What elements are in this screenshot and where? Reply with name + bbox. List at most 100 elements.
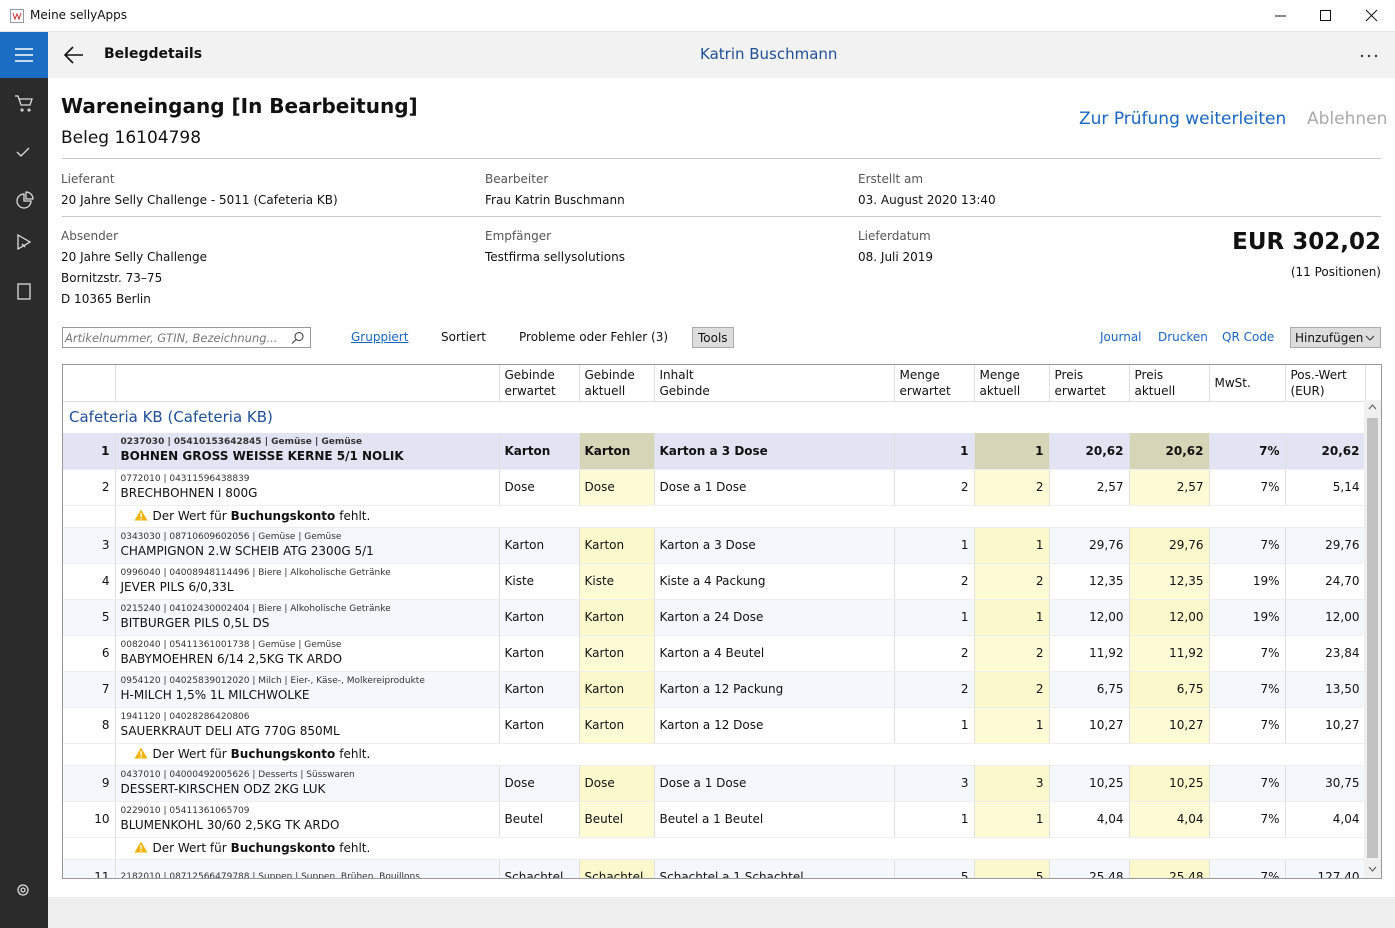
settings-center (21, 888, 25, 892)
field-value: 08. Juli 2019 (858, 250, 933, 264)
item-cell: Beutel a 1 Beutel (654, 801, 894, 837)
header-cell (63, 365, 115, 401)
item-cell: 20,62 (1129, 433, 1209, 469)
row-number: 6 (63, 635, 115, 671)
header-cell: Mengeaktuell (974, 365, 1049, 401)
qr-link[interactable]: QR Code (1222, 330, 1274, 344)
header-text: (EUR) (1291, 383, 1360, 399)
item-cell: Dose (499, 469, 579, 505)
item-cell: 29,76 (1285, 527, 1365, 563)
reject-button[interactable]: Ablehnen (1307, 109, 1387, 129)
item-cell: 2,57 (1129, 469, 1209, 505)
check-icon[interactable] (17, 148, 29, 156)
item-cell: 7% (1209, 469, 1285, 505)
close-button[interactable] (1366, 10, 1377, 21)
item-cell: 19% (1209, 563, 1285, 599)
article-name: BABYMOEHREN 6/14 2,5KG TK ARDO (121, 651, 494, 667)
item-cell: 19% (1209, 599, 1285, 635)
problems-tab[interactable]: Probleme oder Fehler (3) (519, 330, 668, 344)
header-cell: Preiserwartet (1049, 365, 1129, 401)
journal-link[interactable]: Journal (1100, 330, 1142, 344)
item-cell: Beutel (579, 801, 654, 837)
scroll-down[interactable] (1368, 866, 1377, 872)
row-number: 7 (63, 671, 115, 707)
maximize-button[interactable] (1321, 11, 1331, 21)
item-cell: Schachtel (499, 859, 579, 879)
add-dropdown[interactable]: Hinzufügen (1290, 327, 1381, 348)
warning-text: fehlt. (339, 747, 370, 761)
page-title: Belegdetails (104, 46, 202, 62)
divider (62, 216, 1381, 217)
item-cell: Beutel (499, 801, 579, 837)
item-cell: 6,75 (1129, 671, 1209, 707)
header-text: Menge (900, 367, 969, 383)
article-cell: 0215240 | 04102430002404 | Biere | Alkoh… (115, 599, 499, 635)
scroll-up[interactable] (1368, 404, 1377, 410)
field-label: Erstellt am (858, 172, 923, 186)
more-button[interactable] (1360, 52, 1380, 60)
scroll-thumb[interactable] (1367, 418, 1378, 858)
item-cell: 11,92 (1049, 635, 1129, 671)
item-row: 90437010 | 04000492005626 | Desserts | S… (63, 765, 1365, 801)
item-row: 10237030 | 05410153642845 | Gemüse | Gem… (63, 433, 1365, 469)
article-meta: 2182010 | 08712566479788 | Suppen | Supp… (121, 872, 494, 880)
chart-icon[interactable] (17, 192, 33, 208)
tools-button[interactable]: Tools (692, 327, 734, 348)
item-cell: 2 (974, 635, 1049, 671)
item-row: 20772010 | 04311596438839BRECHBOHNEN I 8… (63, 469, 1365, 505)
article-name: BITBURGER PILS 0,5L DS (121, 615, 494, 631)
article-meta: 0954120 | 04025839012020 | Milch | Eier-… (121, 676, 494, 687)
settings-icon[interactable] (18, 885, 28, 895)
item-cell: Karton a 12 Packung (654, 671, 894, 707)
item-cell: 1 (974, 707, 1049, 743)
item-cell: 12,35 (1129, 563, 1209, 599)
article-cell: 0082040 | 05411361001738 | Gemüse | Gemü… (115, 635, 499, 671)
warning-text: fehlt. (339, 841, 370, 855)
group-tab[interactable]: Gruppiert (351, 330, 408, 344)
warning-spacer (63, 837, 115, 859)
article-cell: 0996040 | 04008948114496 | Biere | Alkoh… (115, 563, 499, 599)
sort-tab[interactable]: Sortiert (441, 330, 486, 344)
item-cell: 23,84 (1285, 635, 1365, 671)
article-meta: 0437010 | 04000492005626 | Desserts | Sü… (121, 770, 494, 781)
item-cell: 29,76 (1049, 527, 1129, 563)
send-icon[interactable] (18, 235, 30, 249)
cart-icon[interactable] (15, 96, 32, 111)
article-name: CHAMPIGNON 2.W SCHEIB ATG 2300G 5/1 (121, 543, 494, 559)
warning-text: Der Wert für (153, 747, 227, 761)
item-cell: 1 (974, 801, 1049, 837)
print-link[interactable]: Drucken (1158, 330, 1208, 344)
warning-row: Der Wert fürBuchungskontofehlt. (63, 505, 1365, 527)
item-cell: 12,35 (1049, 563, 1129, 599)
field-value: Bornitzstr. 73–75 (61, 271, 162, 285)
header-text: Gebinde (585, 367, 649, 383)
book-icon[interactable] (18, 284, 30, 299)
field-value: 20 Jahre Selly Challenge (61, 250, 207, 264)
header-text: erwartet (505, 383, 574, 399)
warning-text: Der Wert für (153, 509, 227, 523)
search-box[interactable]: Artikelnummer, GTIN, Bezeichnung... (62, 327, 311, 348)
row-number: 10 (63, 801, 115, 837)
warning-icon (134, 747, 148, 759)
item-cell: Dose (499, 765, 579, 801)
header-text: Gebinde (505, 367, 574, 383)
forward-button[interactable]: Zur Prüfung weiterleiten (1079, 109, 1286, 129)
item-cell: 11,92 (1129, 635, 1209, 671)
item-row: 40996040 | 04008948114496 | Biere | Alko… (63, 563, 1365, 599)
header-text: Menge (980, 367, 1044, 383)
article-meta: 0996040 | 04008948114496 | Biere | Alkoh… (121, 568, 494, 579)
total-amount: EUR 302,02 (1232, 229, 1381, 255)
back-button[interactable] (62, 44, 86, 66)
scrollbar[interactable] (1364, 400, 1381, 878)
warning-cell: Der Wert fürBuchungskontofehlt. (115, 505, 1365, 527)
menu-button[interactable] (0, 32, 48, 78)
item-cell: 24,70 (1285, 563, 1365, 599)
item-cell: Karton a 3 Dose (654, 527, 894, 563)
field-label: Absender (61, 229, 118, 243)
item-cell: 2 (974, 469, 1049, 505)
item-cell: 4,04 (1049, 801, 1129, 837)
item-cell: Karton a 4 Beutel (654, 635, 894, 671)
sidebar-icons (0, 78, 48, 928)
item-row: 50215240 | 04102430002404 | Biere | Alko… (63, 599, 1365, 635)
item-cell: 7% (1209, 765, 1285, 801)
